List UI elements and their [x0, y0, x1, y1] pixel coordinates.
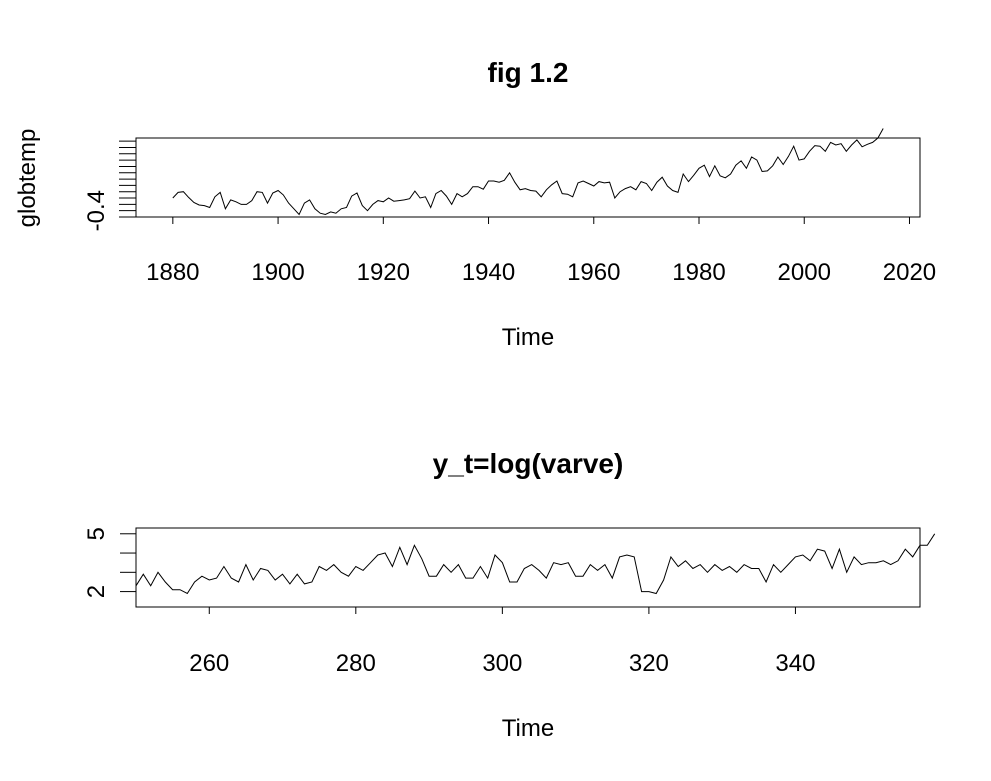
- globtemp-series-line: [172, 128, 884, 216]
- y-tick-label: 5: [83, 527, 110, 540]
- y-tick-label: 2: [83, 585, 110, 598]
- x-tick-label: 1960: [567, 259, 620, 286]
- x-tick-label: 2020: [883, 259, 936, 286]
- y-tick-label: -0.4: [83, 190, 110, 231]
- y-axis-label: globtemp: [14, 129, 41, 228]
- x-tick-label: 1980: [672, 259, 725, 286]
- x-tick-label: 300: [482, 650, 522, 677]
- varve-panel: y_t=log(varve) 260 280 300 320 340 25 Time: [83, 448, 936, 742]
- plot-box: [135, 137, 921, 218]
- chart-title: y_t=log(varve): [433, 448, 624, 479]
- x-tick-label: 1920: [357, 259, 410, 286]
- x-axis-label: Time: [502, 324, 554, 351]
- x-tick-label: 1900: [251, 259, 304, 286]
- x-axis: 1880 1900 1920 1940 1960 1980 2000 2020: [146, 216, 936, 286]
- plot-box: [135, 527, 921, 608]
- x-tick-label: 2000: [778, 259, 831, 286]
- x-tick-label: 1880: [146, 259, 199, 286]
- x-tick-label: 260: [189, 650, 229, 677]
- x-axis-label: Time: [502, 715, 554, 742]
- x-tick-label: 320: [629, 650, 669, 677]
- x-tick-label: 1940: [462, 259, 515, 286]
- log-varve-series-line: [135, 533, 936, 595]
- y-axis: -0.4: [83, 140, 137, 231]
- globtemp-panel: fig 1.2 1880 1900 1920 1940 1960 1980 2000 2020…: [14, 57, 936, 351]
- x-tick-label: 280: [336, 650, 376, 677]
- chart-title: fig 1.2: [488, 57, 569, 88]
- x-axis: 260 280 300 320 340: [189, 607, 815, 677]
- y-axis: 25: [83, 527, 137, 598]
- x-tick-label: 340: [775, 650, 815, 677]
